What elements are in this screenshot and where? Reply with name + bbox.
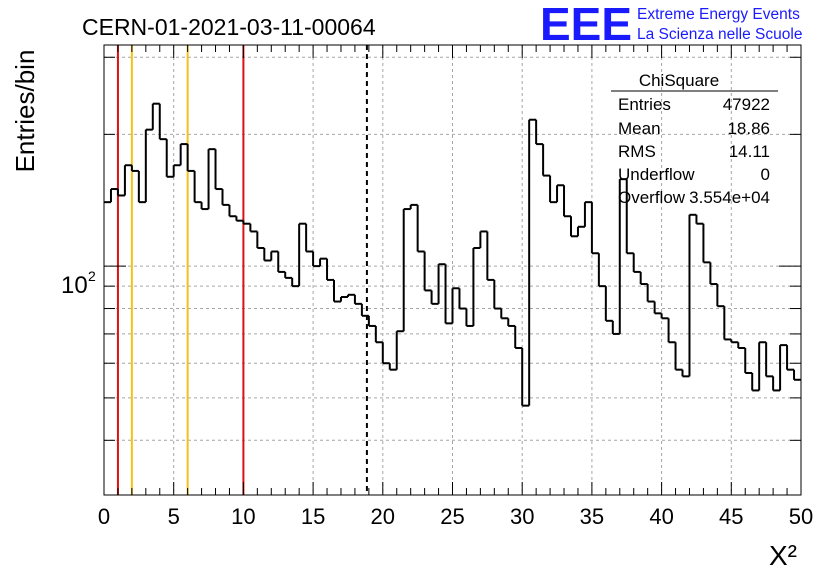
stats-row-label: Underflow (618, 165, 695, 184)
run-title: CERN-01-2021-03-11-00064 (82, 14, 376, 40)
x-tick-label: 5 (168, 504, 180, 529)
stats-row-value: 3.554e+04 (689, 188, 770, 207)
x-tick-label: 30 (510, 504, 534, 529)
stats-box: ChiSquare Entries 47922 Mean 18.86 RMS 14.11 U… (611, 71, 778, 207)
x-tick-label: 10 (231, 504, 255, 529)
x-axis-label: X² (769, 540, 797, 571)
y-axis-label: Entries/bin (10, 50, 40, 173)
stats-row-value: 0 (761, 165, 770, 184)
stats-row-value: 47922 (723, 95, 770, 114)
y-tick-label-100: 10 2 (61, 268, 96, 299)
eee-logo-line1: Extreme Energy Events (637, 6, 800, 23)
x-tick-label: 20 (371, 504, 395, 529)
x-tick-labels: 0 5 10 15 20 25 30 35 40 45 50 (98, 504, 813, 529)
axis-ticks (103, 45, 802, 495)
stats-row-label: Overflow (618, 188, 686, 207)
y-tick-label-exponent: 2 (88, 268, 96, 284)
histogram-layer (104, 102, 801, 407)
y-tick-label-base: 10 (61, 272, 88, 299)
stats-title: ChiSquare (639, 71, 719, 90)
x-tick-label: 0 (98, 504, 110, 529)
eee-logo: EEE Extreme Energy Events La Scienza nel… (540, 0, 802, 50)
x-tick-label: 40 (649, 504, 673, 529)
stats-row-label: Entries (618, 95, 671, 114)
x-tick-label: 35 (580, 504, 604, 529)
stats-row-label: RMS (618, 142, 656, 161)
stats-row-value: 18.86 (727, 119, 770, 138)
x-tick-label: 15 (301, 504, 325, 529)
stats-row-label: Mean (618, 119, 661, 138)
eee-logo-letters: EEE (540, 0, 632, 50)
x-tick-label: 25 (440, 504, 464, 529)
stats-row-value: 14.11 (729, 142, 770, 161)
marker-lines (116, 45, 368, 495)
x-tick-label: 45 (719, 504, 743, 529)
x-tick-label: 50 (789, 504, 813, 529)
eee-logo-line2: La Scienza nelle Scuole (637, 26, 802, 43)
